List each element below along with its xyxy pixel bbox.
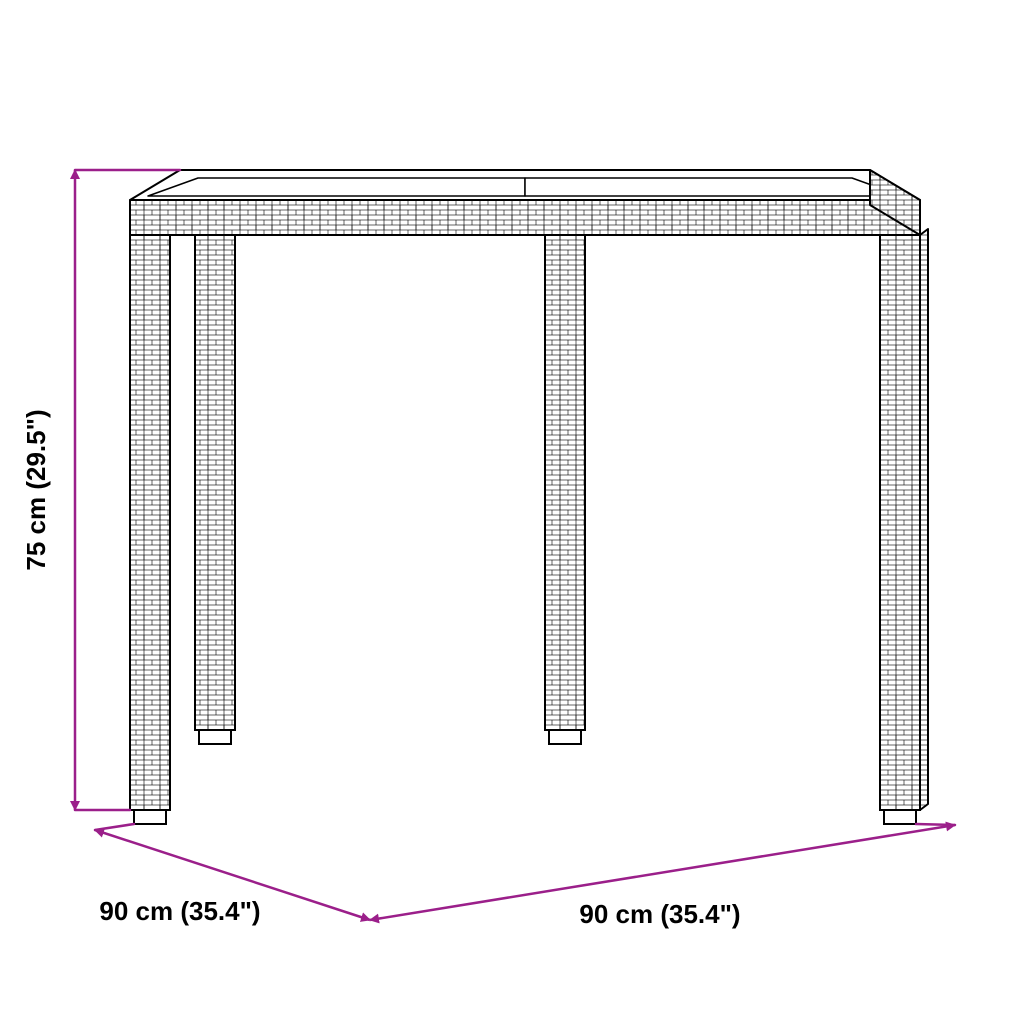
dim-label-width: 90 cm (35.4") (579, 899, 740, 929)
table-drawing (130, 170, 928, 824)
table-leg (195, 228, 235, 744)
table-leg (880, 229, 928, 824)
dim-label-depth: 90 cm (35.4") (99, 896, 260, 926)
table-leg (545, 228, 585, 744)
dimension-diagram: 75 cm (29.5") 90 cm (35.4") 90 cm (35.4") (0, 0, 1024, 1024)
table-leg (130, 235, 170, 824)
dim-label-height: 75 cm (29.5") (21, 409, 51, 570)
